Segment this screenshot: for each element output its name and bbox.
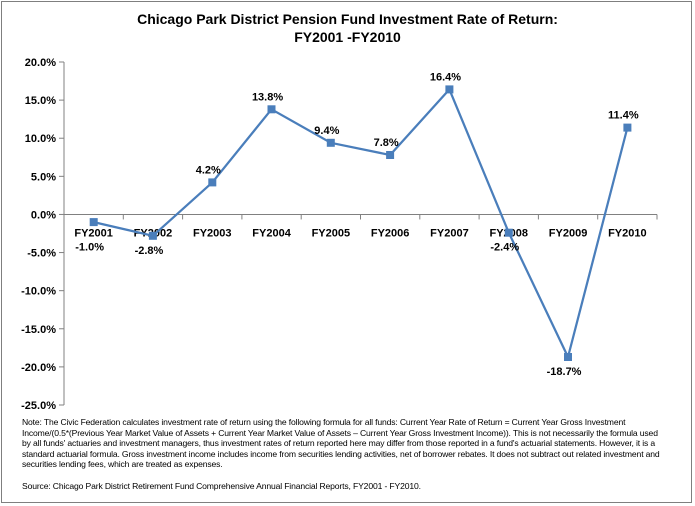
x-tick-label: FY2003 <box>193 227 232 239</box>
data-label: 16.4% <box>430 71 461 83</box>
x-tick-label: FY2006 <box>371 227 410 239</box>
data-point <box>504 228 513 237</box>
chart-title-line-2: FY2001 -FY2010 <box>294 29 401 45</box>
chart-source: Source: Chicago Park District Retirement… <box>22 481 421 491</box>
data-point <box>208 178 217 187</box>
chart-title: Chicago Park District Pension Fund Inves… <box>0 10 695 46</box>
y-tick-label: 0.0% <box>31 209 56 221</box>
y-tick-label: -20.0% <box>21 362 56 374</box>
x-tick-label: FY2001 <box>74 227 113 239</box>
data-point <box>89 218 98 227</box>
data-label: 9.4% <box>314 125 339 137</box>
data-label: 13.8% <box>252 91 283 103</box>
y-tick-label: -5.0% <box>27 248 56 260</box>
chart-note: Note: The Civic Federation calculates in… <box>22 417 660 470</box>
x-tick-label: FY2005 <box>312 227 351 239</box>
x-tick-label: FY2009 <box>549 227 588 239</box>
x-tick-label: FY2007 <box>430 227 469 239</box>
y-tick-label: 10.0% <box>25 133 56 145</box>
series-line <box>93 88 629 359</box>
data-point <box>623 123 632 132</box>
chart-title-line-1: Chicago Park District Pension Fund Inves… <box>137 11 558 27</box>
y-tick-label: -15.0% <box>21 324 56 336</box>
y-tick-label: 15.0% <box>25 95 56 107</box>
data-point <box>564 353 572 361</box>
y-tick-label: -10.0% <box>21 286 56 298</box>
data-point <box>148 231 157 240</box>
data-label: -2.8% <box>135 245 164 257</box>
data-labels-layer: -1.0% -2.8% 4.2% 13.8% 9.4% 7.8% 16.4% -2.4% -18… <box>75 71 639 378</box>
data-label: -1.0% <box>75 241 104 253</box>
x-tick-label: FY2010 <box>608 227 647 239</box>
data-point <box>445 85 454 94</box>
data-label: -2.4% <box>490 242 519 254</box>
series-line-layer <box>93 88 629 359</box>
data-label: 7.8% <box>374 137 399 149</box>
y-tick-label: -25.0% <box>21 400 56 412</box>
y-tick-label: 20.0% <box>25 57 56 69</box>
x-tick-label: FY2004 <box>252 227 291 239</box>
data-label: 4.2% <box>196 164 221 176</box>
y-tick-label: 5.0% <box>31 171 56 183</box>
data-point <box>267 105 276 114</box>
data-point <box>326 138 335 147</box>
data-points-layer <box>89 85 632 361</box>
axes: 20.0% 15.0% 10.0% 5.0% 0.0% -5.0% -10.0% -15.0%… <box>21 57 658 412</box>
data-label: -18.7% <box>547 366 582 378</box>
data-label: 11.4% <box>608 110 639 122</box>
data-point <box>386 151 395 159</box>
